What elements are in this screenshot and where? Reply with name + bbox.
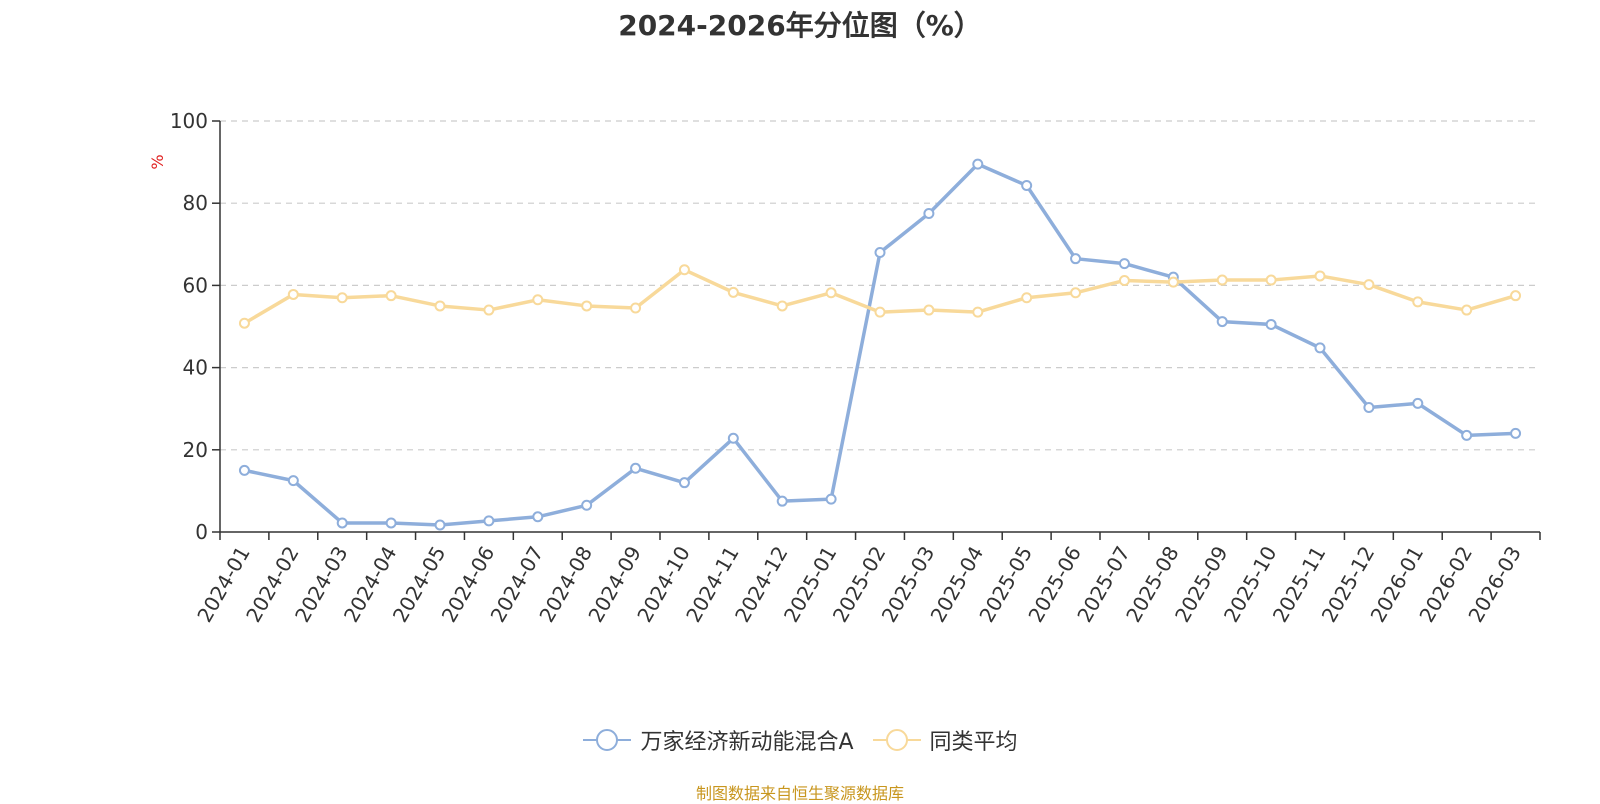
y-tick-label-20: 20 — [183, 438, 208, 462]
legend-marker-icon — [583, 729, 632, 751]
data-point-s1-2026-02 — [1461, 304, 1473, 316]
data-point-s0-2025-12 — [1363, 401, 1375, 413]
data-point-s1-2025-10 — [1265, 274, 1277, 286]
data-point-s1-2026-03 — [1510, 290, 1522, 302]
data-point-s0-2025-04 — [972, 158, 984, 170]
data-point-s0-2024-10 — [678, 477, 690, 489]
axes — [212, 120, 1541, 540]
data-point-s0-2024-04 — [385, 517, 397, 529]
data-point-s0-2025-01 — [825, 493, 837, 505]
data-point-s1-2025-01 — [825, 287, 837, 299]
data-point-s0-2024-06 — [483, 515, 495, 527]
data-point-s0-2025-02 — [874, 247, 886, 259]
data-point-s0-2025-11 — [1314, 342, 1326, 354]
legend: 万家经济新动能混合A 同类平均 — [0, 724, 1600, 756]
data-point-s0-2025-07 — [1118, 258, 1130, 270]
data-point-s1-2025-11 — [1314, 270, 1326, 282]
legend-label: 万家经济新动能混合A — [640, 730, 854, 755]
x-tick-labels: 2024-012024-022024-032024-042024-052024-… — [192, 542, 1526, 626]
data-point-s1-2024-01 — [238, 317, 250, 329]
data-point-s0-2026-02 — [1461, 429, 1473, 441]
y-tick-labels: 0 20 40 60 80 100 — [170, 109, 208, 544]
data-point-s0-2024-03 — [336, 517, 348, 529]
data-point-s0-2026-03 — [1510, 427, 1522, 439]
data-point-s1-2025-06 — [1070, 287, 1082, 299]
data-point-s1-2025-12 — [1363, 279, 1375, 291]
y-tick-label-80: 80 — [183, 191, 208, 215]
legend-label: 同类平均 — [929, 730, 1018, 755]
data-point-s0-2025-05 — [1021, 180, 1033, 192]
data-point-s1-2024-08 — [581, 300, 593, 312]
legend-item-0[interactable]: 万家经济新动能混合A — [582, 724, 854, 756]
y-tick-label-0: 0 — [195, 520, 208, 544]
data-point-s0-2024-07 — [532, 511, 544, 523]
data-point-s1-2024-03 — [336, 292, 348, 304]
y-tick-label-100: 100 — [170, 109, 208, 133]
data-point-s0-2026-01 — [1412, 397, 1424, 409]
data-point-s0-2024-08 — [581, 499, 593, 511]
data-point-s0-2024-05 — [434, 519, 446, 531]
legend-item-1[interactable]: 同类平均 — [872, 724, 1018, 756]
data-point-s0-2025-03 — [923, 207, 935, 219]
data-point-s1-2024-07 — [532, 294, 544, 306]
y-axis-label: % — [148, 154, 167, 169]
series-lines — [238, 158, 1522, 531]
data-point-s1-2025-02 — [874, 306, 886, 318]
y-tick-label-60: 60 — [183, 273, 208, 297]
data-point-s0-2024-09 — [630, 462, 642, 474]
chart-title: 2024-2026年分位图（%） — [618, 9, 982, 42]
data-point-s1-2025-04 — [972, 306, 984, 318]
data-point-s0-2024-12 — [776, 495, 788, 507]
data-point-s1-2025-08 — [1167, 276, 1179, 288]
series-line-0 — [244, 162, 1516, 527]
data-point-s1-2025-03 — [923, 304, 935, 316]
data-point-s1-2024-09 — [630, 302, 642, 314]
data-point-s1-2025-09 — [1216, 274, 1228, 286]
data-point-s1-2025-07 — [1118, 274, 1130, 286]
legend-marker-icon — [872, 729, 921, 751]
data-point-s1-2024-05 — [434, 300, 446, 312]
data-point-s0-2025-10 — [1265, 318, 1277, 330]
data-point-s0-2025-09 — [1216, 316, 1228, 328]
data-point-s1-2026-01 — [1412, 296, 1424, 308]
data-point-s1-2024-11 — [727, 286, 739, 298]
data-point-s0-2025-06 — [1070, 253, 1082, 265]
y-tick-label-40: 40 — [183, 356, 208, 380]
data-point-s0-2024-11 — [727, 432, 739, 444]
source-note: 制图数据来自恒生聚源数据库 — [695, 784, 904, 803]
data-point-s1-2024-06 — [483, 304, 495, 316]
data-point-s1-2024-10 — [678, 264, 690, 276]
data-point-s1-2024-04 — [385, 290, 397, 302]
grid-lines — [220, 120, 1540, 451]
data-point-s1-2025-05 — [1021, 292, 1033, 304]
data-point-s0-2024-02 — [287, 475, 299, 487]
data-point-s0-2024-01 — [238, 464, 250, 476]
data-point-s1-2024-02 — [287, 288, 299, 300]
data-point-s1-2024-12 — [776, 300, 788, 312]
